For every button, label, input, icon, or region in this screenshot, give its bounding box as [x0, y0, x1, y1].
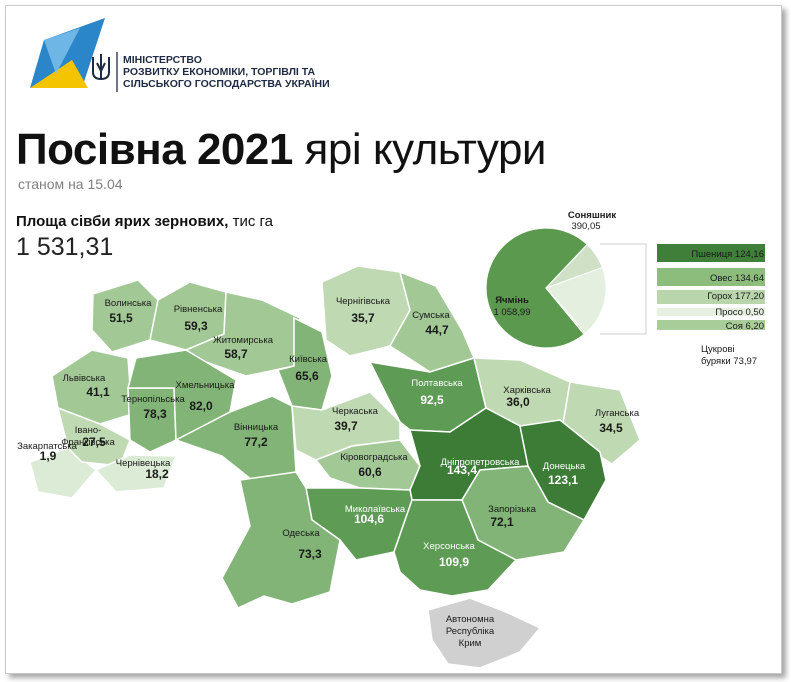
region-shape: [174, 395, 297, 481]
legend-swatch: [657, 290, 765, 304]
region-value: 82,0: [189, 399, 213, 413]
legend-label: буряки 73,97: [701, 356, 757, 367]
legend-label: Горох 177,20: [707, 291, 764, 302]
region-name: Рівненська: [174, 304, 223, 315]
region-value: 65,6: [295, 369, 319, 383]
region-name: Київська: [289, 354, 327, 365]
region-shape: [427, 597, 542, 669]
legend-label: Просо 0,50: [715, 307, 764, 318]
region-value: 143,4: [447, 463, 477, 477]
region-name: Миколаївська: [345, 504, 406, 515]
region-name: Запорізька: [488, 504, 537, 515]
pie-label: Ячмінь: [495, 295, 529, 306]
region-value: 36,0: [506, 395, 530, 409]
region-shape: [393, 499, 518, 597]
region-name: Черкаська: [332, 406, 379, 417]
legend-label: Соя 6,20: [726, 321, 764, 332]
region-name: Львівська: [63, 373, 106, 384]
total-area-label-bold: Площа сівби ярих зернових,: [16, 213, 229, 230]
region-name: Франківська: [61, 437, 115, 448]
region-name: Полтавська: [411, 378, 463, 389]
region-name: Сумська: [412, 310, 450, 321]
ministry-line-3: СІЛЬСЬКОГО ГОСПОДАРСТВА УКРАЇНИ: [123, 78, 330, 90]
region-value: 44,7: [425, 323, 449, 337]
total-area-label: Площа сівби ярих зернових, тис га: [16, 213, 273, 230]
region-value: 59,3: [184, 319, 208, 333]
legend-swatch: [657, 244, 765, 262]
total-area-label-unit: тис га: [228, 213, 273, 230]
region-shape: [94, 454, 178, 493]
legend-label: Цукрові: [701, 344, 735, 355]
region-name: Херсонська: [423, 541, 475, 552]
region-name: Автономна: [446, 614, 495, 625]
pie-label: 1 058,99: [494, 307, 531, 318]
legend-label: Овес 134,64: [710, 273, 764, 284]
region-name: Харківська: [503, 385, 551, 396]
region-name: Донецька: [543, 461, 586, 472]
region-value: 60,6: [358, 465, 382, 479]
region-name: Хмельницька: [176, 380, 236, 391]
region-name: Закарпатська: [17, 441, 77, 452]
title-bold: Посівна 2021: [16, 125, 293, 174]
region-name: Вінницька: [234, 422, 279, 433]
region-value: 92,5: [420, 393, 444, 407]
pie-label: Соняшник: [568, 210, 616, 221]
ministry-name: МІНІСТЕРСТВО РОЗВИТКУ ЕКОНОМІКИ, ТОРГІВЛ…: [123, 54, 330, 90]
region-value: 51,5: [109, 311, 133, 325]
region-name: Республіка: [446, 626, 495, 637]
subtitle: станом на 15.04: [18, 176, 123, 192]
region-value: 27,5: [82, 435, 106, 449]
region-name: Івано-: [75, 425, 102, 436]
region-shape: [184, 291, 301, 377]
region-name: Волинська: [105, 298, 153, 309]
region-shape: [221, 471, 341, 609]
pie-label: 390,05: [571, 221, 600, 232]
region-value: 78,3: [143, 407, 167, 421]
region-value: 104,6: [354, 512, 384, 526]
region-value: 123,1: [548, 473, 578, 487]
region-name: Кіровоградська: [340, 452, 408, 463]
ministry-line-2: РОЗВИТКУ ЕКОНОМІКИ, ТОРГІВЛІ ТА: [123, 66, 316, 78]
region-name: Чернігівська: [336, 296, 391, 307]
legend-swatch: [657, 308, 765, 316]
region-value: 72,1: [490, 515, 514, 529]
legend-swatch: [657, 320, 765, 330]
legend-label: Пшениця 124,16: [691, 249, 764, 260]
region-value: 18,2: [145, 467, 169, 481]
region-name: Тернопільська: [121, 394, 185, 405]
region-name: Крим: [459, 638, 482, 649]
region-value: 73,3: [298, 547, 322, 561]
pie-slice: [485, 227, 589, 349]
region-value: 58,7: [224, 347, 248, 361]
region-name: Одеська: [282, 528, 320, 539]
trident-icon: [92, 54, 110, 81]
total-area-value: 1 531,31: [16, 233, 114, 261]
region-value: 34,5: [599, 421, 623, 435]
region-value: 1,9: [40, 449, 57, 463]
page-title: Посівна 2021 ярі культури: [16, 125, 547, 174]
region-value: 109,9: [439, 555, 469, 569]
region-value: 77,2: [244, 435, 268, 449]
title-rest: ярі культури: [292, 125, 547, 174]
region-name: Житомирська: [213, 335, 274, 346]
region-name: Луганська: [595, 408, 640, 419]
region-value: 41,1: [86, 385, 110, 399]
legend-swatch: [657, 268, 765, 286]
region-value: 39,7: [334, 419, 358, 433]
region-name: Дніпропетровська: [441, 457, 521, 468]
region-value: 35,7: [351, 311, 375, 325]
region-name: Чернівецька: [116, 458, 171, 469]
ministry-line-1: МІНІСТЕРСТВО: [123, 54, 202, 66]
